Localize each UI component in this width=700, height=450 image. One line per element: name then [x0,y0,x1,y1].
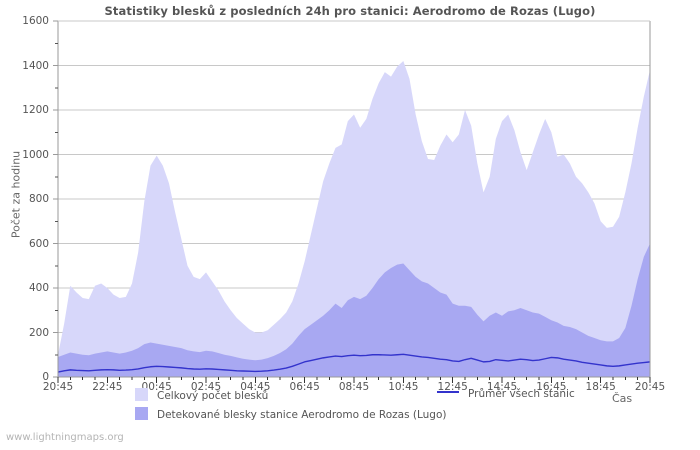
legend-label-average: Průměr všech stanic [468,388,575,400]
y-tick-label: 1000 [22,148,49,161]
x-tick-label: 00:45 [141,381,172,393]
x-tick-label: 12:45 [437,381,468,393]
x-tick-label: 16:45 [536,381,567,393]
y-tick-label: 400 [28,282,49,294]
x-tick-label: 18:45 [585,381,616,393]
series-area-station [58,243,650,377]
legend-item-station: Detekované blesky stanice Aerodromo de R… [135,407,447,421]
y-tick-label: 800 [28,193,49,205]
legend-line-average [437,391,459,393]
legend-label-total: Celkový počet blesků [157,390,269,402]
x-tick-label: 08:45 [338,381,370,393]
y-tick-label: 1400 [22,59,49,72]
x-axis-label: Čas [612,392,633,405]
y-tick-label: 1600 [22,15,49,27]
legend-item-total: Celkový počet blesků [135,388,268,402]
series-area-total [58,61,650,378]
legend-swatch-total [135,388,148,401]
x-tick-label: 04:45 [240,381,271,393]
chart-title: Statistiky blesků z posledních 24h pro s… [104,4,596,18]
y-tick-label: 0 [42,371,49,383]
legend-item-average: Průměr všech stanic [437,388,575,400]
x-tick-label: 14:45 [486,381,518,393]
y-tick-label: 200 [28,326,49,339]
x-tick-label: 06:45 [289,381,320,393]
x-tick-label: 02:45 [190,381,222,393]
x-tick-label: 22:45 [92,381,123,393]
y-tick-label: 1200 [22,104,49,116]
y-tick-label: 600 [28,237,49,250]
x-tick-label: 20:45 [42,381,74,393]
x-tick-label: 20:45 [634,381,666,393]
series-line-average [57,353,651,373]
x-tick-label: 10:45 [388,381,419,393]
legend-label-station: Detekované blesky stanice Aerodromo de R… [157,409,447,421]
watermark: www.lightningmaps.org [6,432,124,443]
chart-legend: Celkový počet blesků Detekované blesky s… [0,388,700,428]
legend-swatch-station [135,407,148,420]
